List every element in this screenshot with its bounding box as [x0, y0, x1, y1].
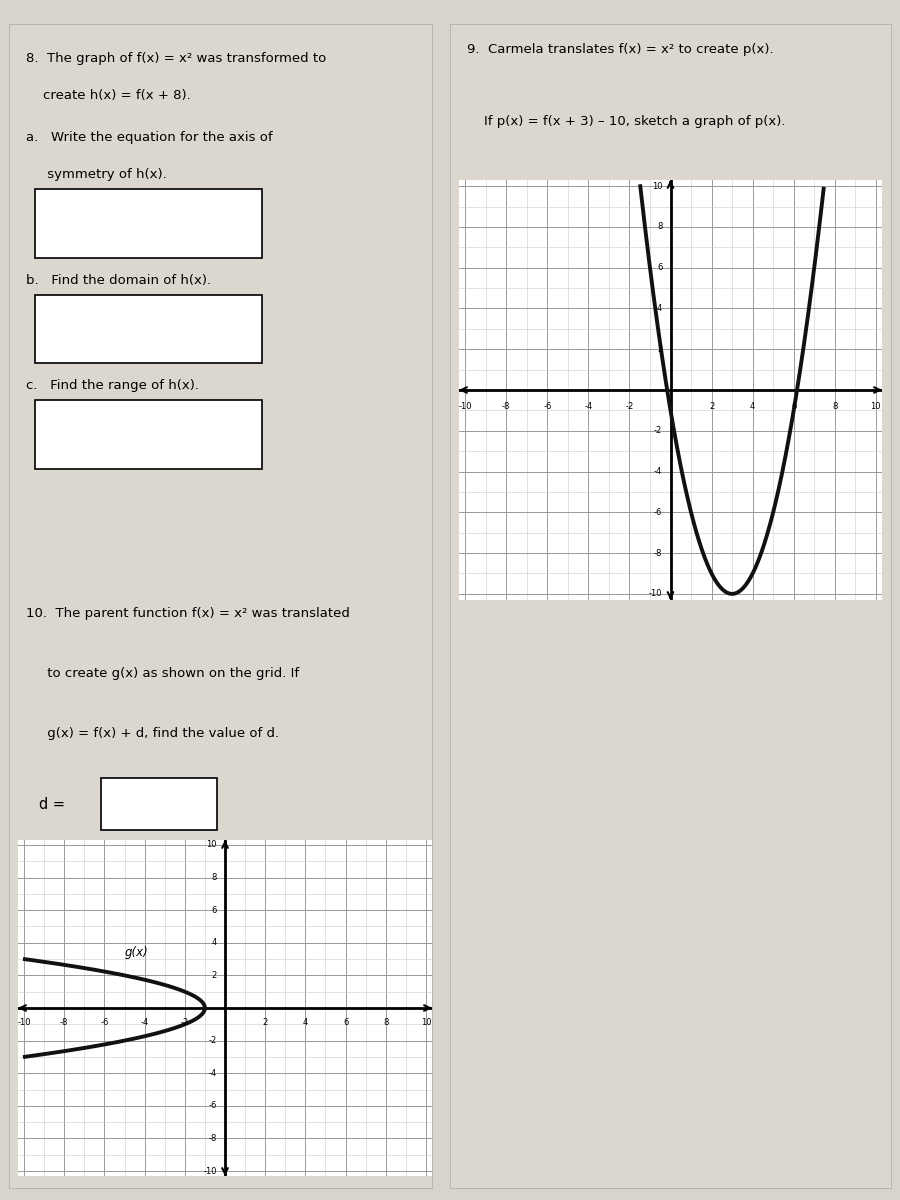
Text: 10: 10: [870, 402, 881, 412]
Text: 2: 2: [212, 971, 217, 980]
Text: 2: 2: [657, 344, 662, 354]
Text: a.   Write the equation for the axis of: a. Write the equation for the axis of: [26, 131, 273, 144]
Text: c.   Find the range of h(x).: c. Find the range of h(x).: [26, 379, 199, 392]
Text: -10: -10: [649, 589, 662, 599]
Text: -10: -10: [17, 1018, 31, 1027]
Text: b.   Find the domain of h(x).: b. Find the domain of h(x).: [26, 274, 211, 287]
Text: If p(x) = f(x + 3) – 10, sketch a graph of p(x).: If p(x) = f(x + 3) – 10, sketch a graph …: [467, 115, 786, 128]
Text: 8: 8: [212, 874, 217, 882]
Text: d =: d =: [39, 797, 65, 811]
Text: -4: -4: [654, 467, 662, 476]
Bar: [101, 778, 217, 830]
Text: -6: -6: [543, 402, 552, 412]
Text: -6: -6: [654, 508, 662, 517]
Text: -8: -8: [654, 548, 662, 558]
Text: 8: 8: [657, 222, 662, 232]
Text: -10: -10: [458, 402, 472, 412]
Text: 9.  Carmela translates f(x) = x² to create p(x).: 9. Carmela translates f(x) = x² to creat…: [467, 43, 774, 56]
Text: -2: -2: [654, 426, 662, 436]
Text: 4: 4: [750, 402, 755, 412]
Bar: [34, 401, 262, 469]
Text: create h(x) = f(x + 8).: create h(x) = f(x + 8).: [26, 89, 191, 102]
Text: 4: 4: [302, 1018, 308, 1027]
Text: -4: -4: [140, 1018, 148, 1027]
Bar: [34, 295, 262, 364]
Text: 6: 6: [657, 263, 662, 272]
Text: 8: 8: [832, 402, 838, 412]
Text: 2: 2: [263, 1018, 268, 1027]
Text: 10.  The parent function f(x) = x² was translated: 10. The parent function f(x) = x² was tr…: [26, 607, 350, 620]
Bar: [34, 190, 262, 258]
Text: 8: 8: [383, 1018, 389, 1027]
Text: g(x) = f(x) + d, find the value of d.: g(x) = f(x) + d, find the value of d.: [26, 727, 279, 740]
Text: 4: 4: [657, 304, 662, 313]
Text: -10: -10: [203, 1166, 217, 1176]
Text: 8.  The graph of f(x) = x² was transformed to: 8. The graph of f(x) = x² was transforme…: [26, 52, 327, 65]
Text: -4: -4: [209, 1069, 217, 1078]
Text: -8: -8: [209, 1134, 217, 1142]
Text: 10: 10: [420, 1018, 431, 1027]
Text: symmetry of h(x).: symmetry of h(x).: [26, 168, 167, 181]
Text: -2: -2: [209, 1036, 217, 1045]
Text: -2: -2: [181, 1018, 189, 1027]
Text: -8: -8: [60, 1018, 68, 1027]
Text: to create g(x) as shown on the grid. If: to create g(x) as shown on the grid. If: [26, 667, 300, 680]
Text: -8: -8: [502, 402, 510, 412]
Text: 4: 4: [212, 938, 217, 947]
Text: -6: -6: [100, 1018, 109, 1027]
Text: -2: -2: [626, 402, 634, 412]
Text: 6: 6: [791, 402, 796, 412]
Text: 10: 10: [206, 840, 217, 850]
Text: 6: 6: [343, 1018, 348, 1027]
Text: -4: -4: [584, 402, 592, 412]
Text: 6: 6: [212, 906, 217, 914]
Text: 10: 10: [652, 181, 662, 191]
Text: 2: 2: [709, 402, 715, 412]
Text: -6: -6: [209, 1102, 217, 1110]
Text: g(x): g(x): [124, 946, 148, 959]
